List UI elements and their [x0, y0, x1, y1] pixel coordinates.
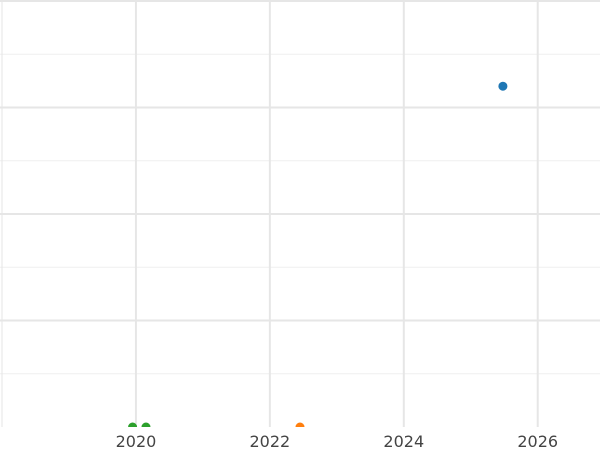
x-tick-label: 2022 [250, 432, 291, 450]
x-tick-label: 2020 [116, 432, 157, 450]
x-tick-label: 2026 [517, 432, 558, 450]
data-points [128, 81, 508, 427]
x-axis-ticks: 2020 2022 2024 2026 [116, 432, 559, 450]
grid [0, 0, 600, 427]
data-point [128, 422, 138, 427]
data-point [498, 81, 508, 91]
x-tick-label: 2024 [383, 432, 424, 450]
data-point [295, 422, 305, 427]
data-point [141, 422, 151, 427]
